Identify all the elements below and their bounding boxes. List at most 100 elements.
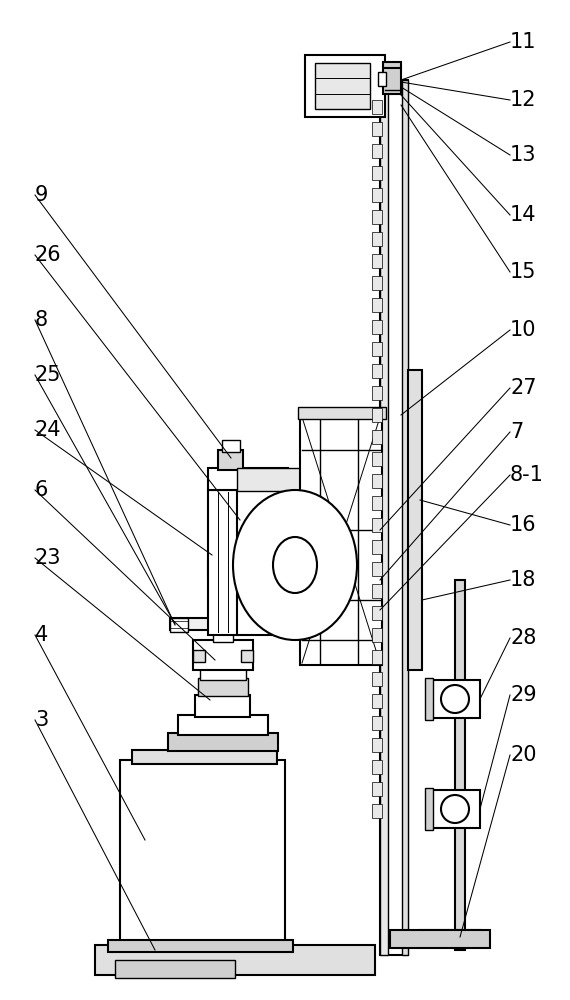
Ellipse shape (441, 795, 469, 823)
Text: 15: 15 (510, 262, 536, 282)
Text: 7: 7 (510, 422, 523, 442)
Bar (425, 678, 433, 720)
Bar (402, 80, 408, 955)
Bar (372, 188, 382, 202)
Text: 18: 18 (510, 570, 536, 590)
Bar (115, 960, 235, 978)
Bar (108, 940, 293, 952)
Bar (193, 640, 253, 670)
Text: 12: 12 (510, 90, 536, 110)
Bar (372, 430, 382, 444)
Bar (390, 930, 490, 948)
Bar (372, 650, 382, 664)
Bar (372, 474, 382, 488)
Ellipse shape (273, 537, 317, 593)
Bar (208, 468, 288, 490)
Bar (210, 548, 236, 562)
Bar (315, 63, 370, 109)
Bar (208, 560, 238, 577)
Bar (372, 716, 382, 730)
Bar (372, 738, 382, 752)
Polygon shape (327, 415, 395, 630)
Text: 27: 27 (510, 378, 536, 398)
Bar (378, 72, 386, 86)
Bar (372, 276, 382, 290)
Bar (237, 468, 327, 491)
Text: 23: 23 (35, 548, 62, 568)
Bar (420, 930, 480, 944)
Text: 3: 3 (35, 710, 48, 730)
Bar (170, 618, 355, 630)
Bar (372, 320, 382, 334)
Text: 6: 6 (35, 480, 48, 500)
Bar (408, 370, 422, 670)
Bar (372, 760, 382, 774)
Text: 8: 8 (35, 310, 48, 330)
Bar (170, 618, 188, 632)
Text: 14: 14 (510, 205, 536, 225)
Bar (372, 342, 382, 356)
Bar (208, 490, 238, 635)
Ellipse shape (441, 685, 469, 713)
Text: 13: 13 (510, 145, 536, 165)
Bar (372, 782, 382, 796)
Bar (372, 364, 382, 378)
Text: 28: 28 (510, 628, 536, 648)
Bar (455, 580, 465, 950)
Bar (372, 694, 382, 708)
Bar (372, 122, 382, 136)
Bar (372, 386, 382, 400)
Bar (372, 804, 382, 818)
Bar (372, 518, 382, 532)
Bar (372, 452, 382, 466)
Bar (213, 535, 221, 550)
Bar (425, 788, 433, 830)
Bar (372, 254, 382, 268)
Bar (372, 166, 382, 180)
Bar (237, 490, 327, 635)
Text: 29: 29 (510, 685, 536, 705)
Text: 9: 9 (35, 185, 48, 205)
Bar (372, 606, 382, 620)
Ellipse shape (233, 490, 357, 640)
Text: 16: 16 (510, 515, 536, 535)
Bar (168, 733, 278, 751)
Bar (380, 80, 388, 955)
Bar (383, 62, 401, 94)
Bar (430, 790, 480, 828)
Bar (132, 750, 277, 764)
Bar (372, 562, 382, 576)
Bar (222, 440, 240, 452)
Bar (372, 672, 382, 686)
Text: 26: 26 (35, 245, 62, 265)
Bar (193, 650, 205, 662)
Bar (372, 298, 382, 312)
Text: 10: 10 (510, 320, 536, 340)
Bar (372, 540, 382, 554)
Bar (198, 678, 248, 696)
Text: 24: 24 (35, 420, 62, 440)
Text: 11: 11 (510, 32, 536, 52)
Bar (195, 695, 250, 717)
Bar (95, 945, 375, 975)
Bar (213, 575, 233, 642)
Bar (178, 715, 268, 735)
Text: 25: 25 (35, 365, 62, 385)
Bar (372, 496, 382, 510)
Bar (298, 407, 386, 419)
Bar (430, 680, 480, 718)
Text: 4: 4 (35, 625, 48, 645)
Bar (372, 210, 382, 224)
Bar (305, 55, 385, 117)
Text: 20: 20 (510, 745, 536, 765)
Bar (380, 80, 408, 955)
Bar (372, 232, 382, 246)
Text: 8-1: 8-1 (510, 465, 544, 485)
Bar (241, 650, 253, 662)
Bar (372, 100, 382, 114)
Bar (372, 584, 382, 598)
Bar (372, 408, 382, 422)
Bar (372, 144, 382, 158)
Bar (218, 450, 243, 470)
Bar (300, 415, 382, 665)
